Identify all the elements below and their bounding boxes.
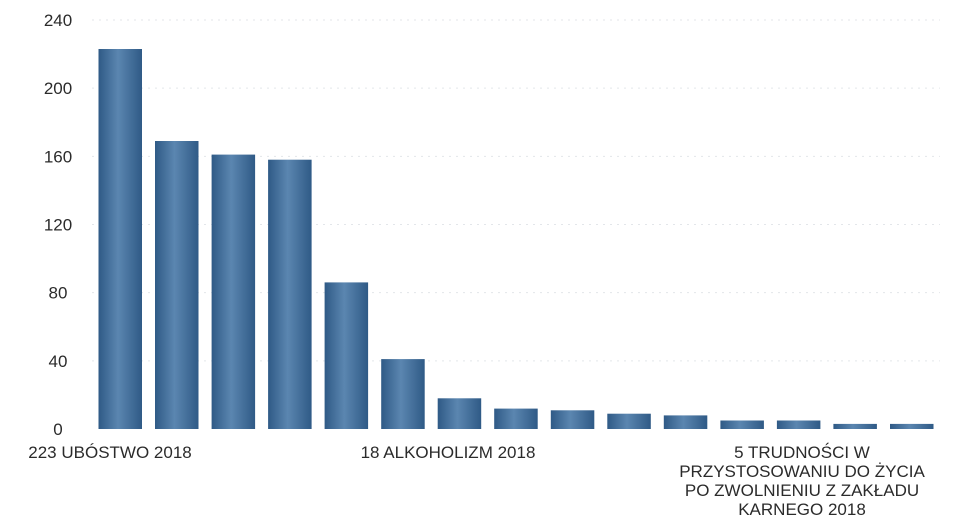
bar — [324, 282, 369, 429]
category-label: 18 ALKOHOLIZM 2018 — [361, 443, 536, 462]
bar — [381, 359, 425, 429]
bar — [833, 423, 877, 429]
bar — [494, 408, 538, 429]
bar — [155, 141, 199, 429]
y-axis: 0 40 80 120 160 200 240 — [44, 11, 72, 439]
y-tick-label: 0 — [53, 420, 62, 439]
y-tick-label: 240 — [44, 11, 72, 30]
bar — [607, 413, 651, 429]
y-tick-label: 40 — [49, 352, 68, 371]
category-label: 223 UBÓSTWO 2018 — [28, 443, 191, 462]
bar — [663, 415, 708, 429]
bar — [720, 420, 764, 429]
bar — [437, 398, 482, 429]
y-tick-label: 80 — [49, 284, 68, 303]
category-labels: 223 UBÓSTWO 2018 18 ALKOHOLIZM 2018 5 TRUD… — [28, 443, 925, 519]
y-tick-label: 160 — [44, 147, 72, 166]
bar — [268, 159, 312, 429]
bar — [550, 410, 595, 429]
bars — [98, 49, 934, 429]
bar — [776, 420, 821, 429]
bar — [211, 154, 256, 429]
y-tick-label: 120 — [44, 216, 72, 235]
bar — [890, 423, 934, 429]
category-label: 5 TRUDNOŚCI W PRZYSTOSOWANIU DO ŻYCIA PO Z… — [679, 443, 925, 519]
y-tick-label: 200 — [44, 79, 72, 98]
bar — [98, 49, 142, 429]
